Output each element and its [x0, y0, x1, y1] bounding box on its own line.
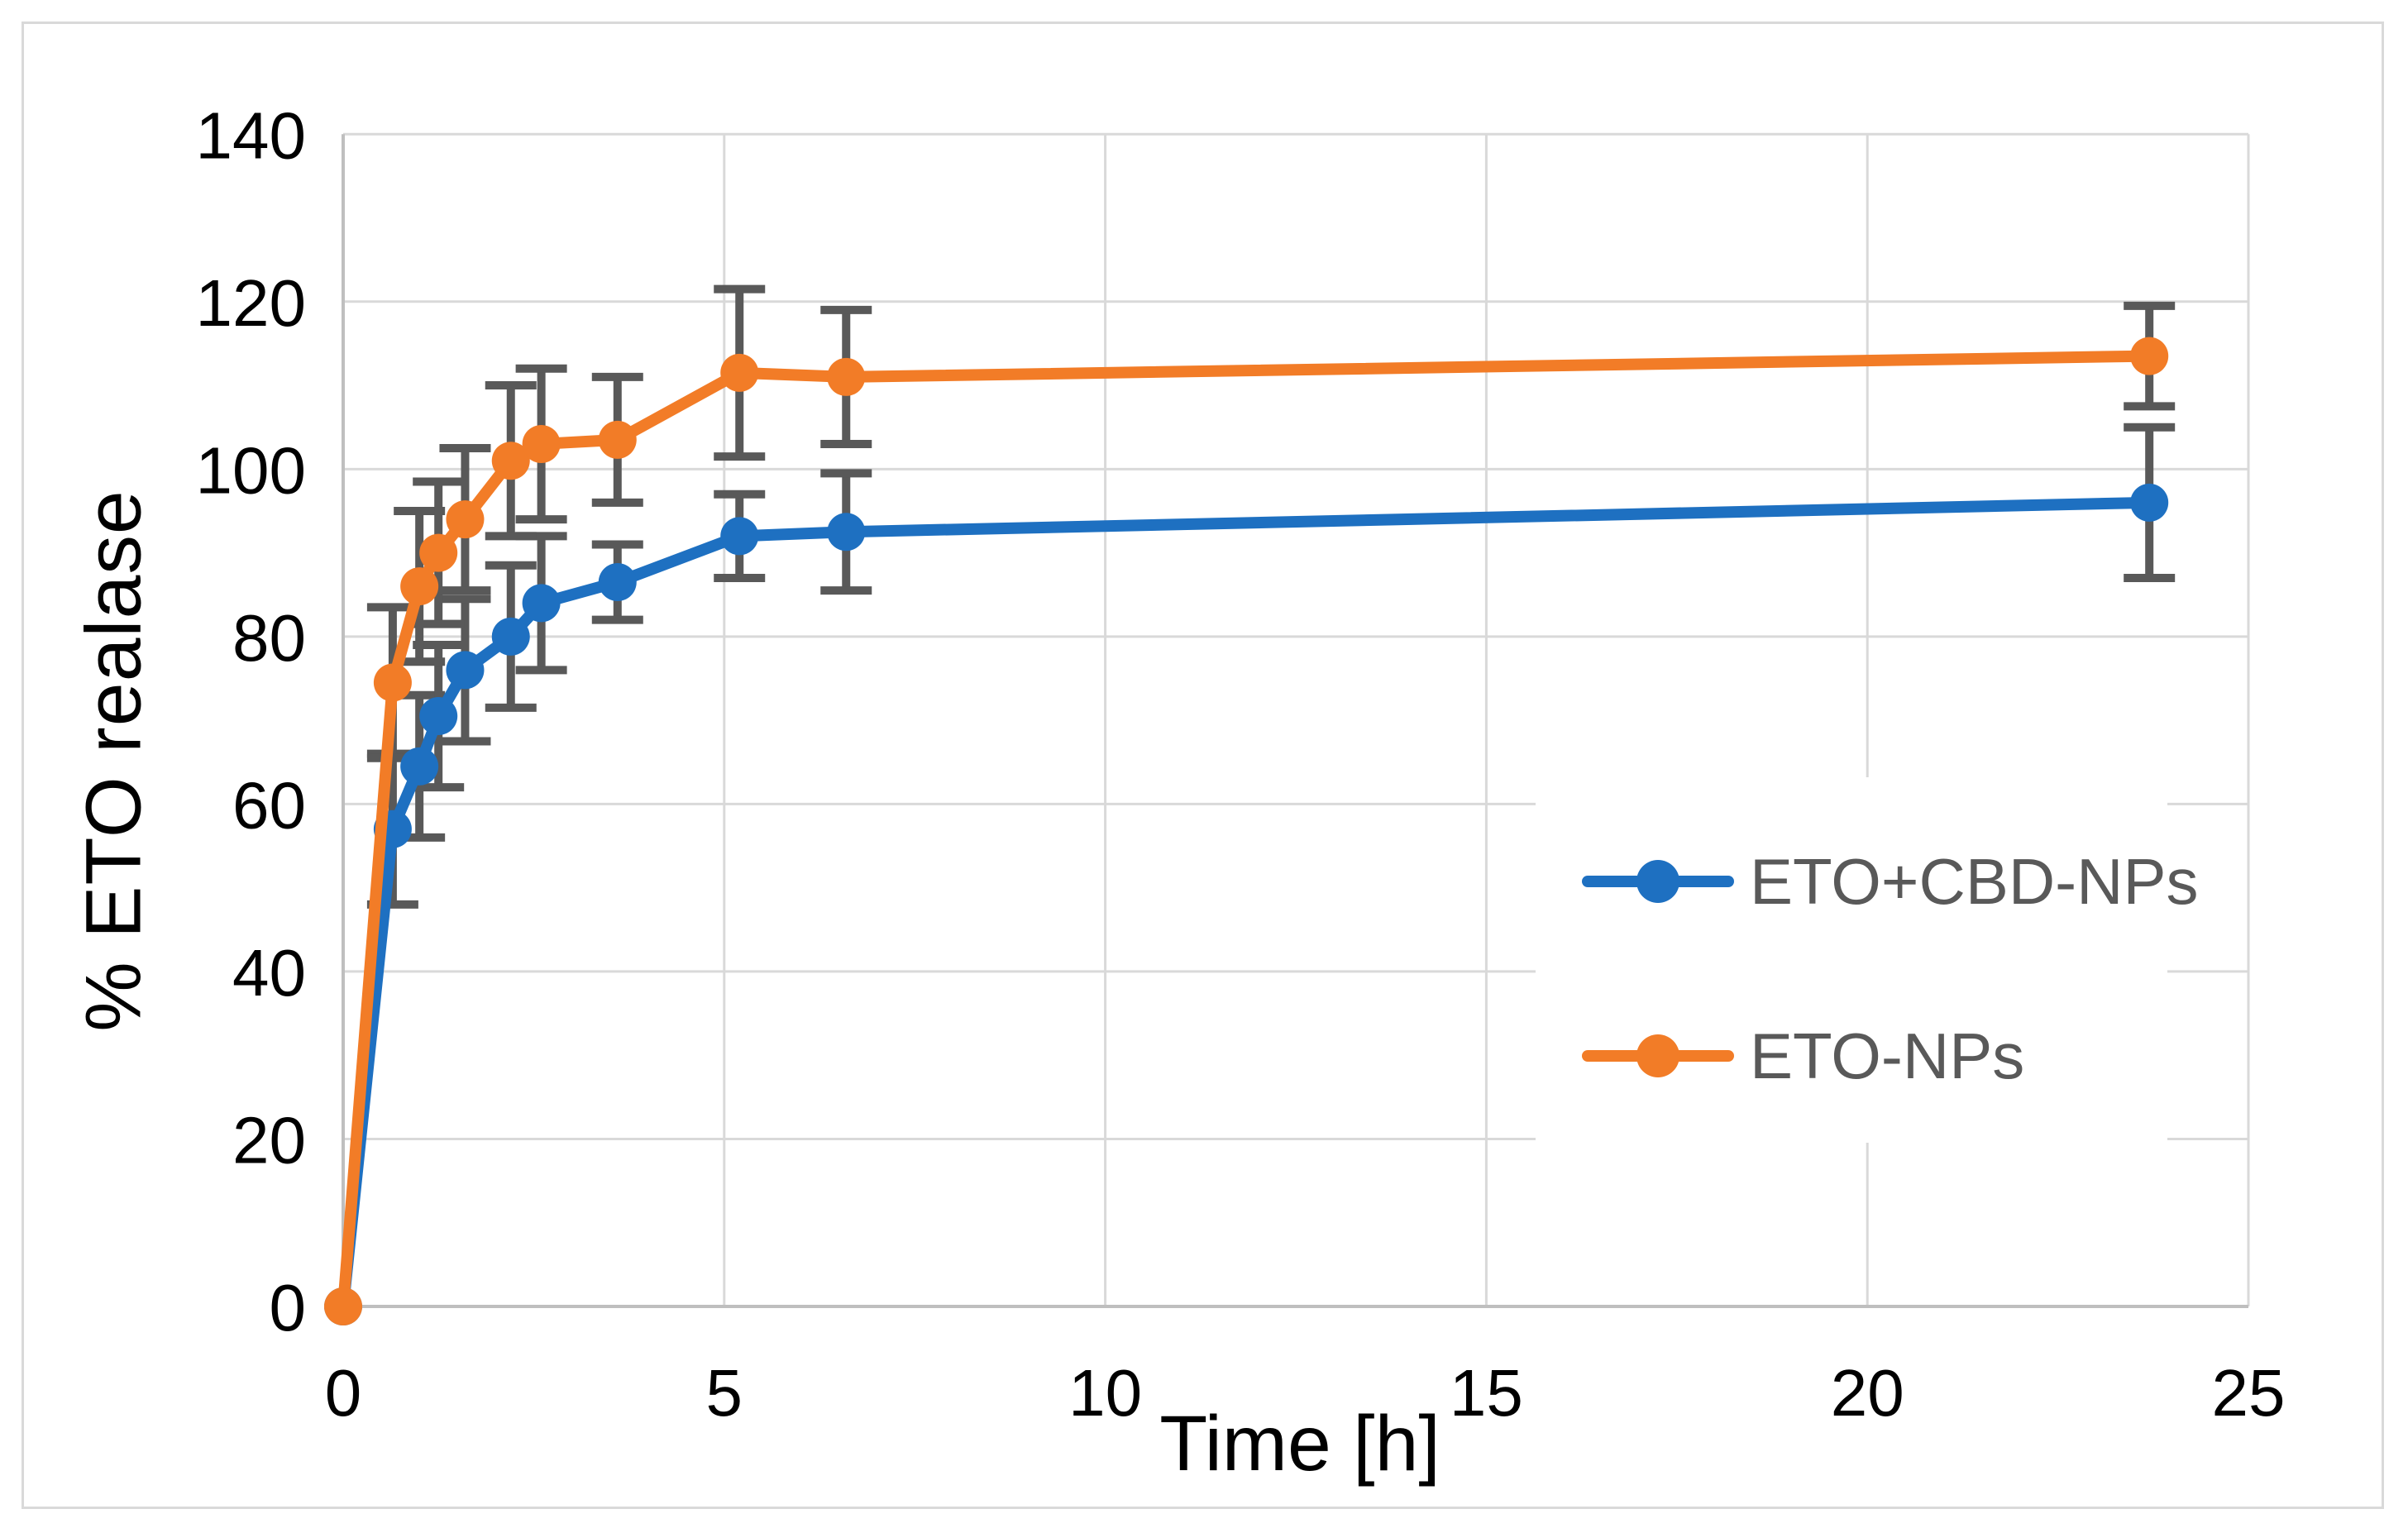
- chart-border: [22, 21, 2384, 1509]
- x-tick-label: 25: [2212, 1356, 2286, 1430]
- y-tick-label: 140: [196, 98, 306, 172]
- x-tick-label: 5: [706, 1356, 743, 1430]
- legend: ETO+CBD-NPs ETO-NPs: [1536, 777, 2199, 1143]
- data-point-marker: [720, 517, 759, 556]
- y-tick-label: 60: [232, 768, 306, 842]
- data-point-marker: [400, 567, 439, 606]
- data-point-marker: [324, 1287, 362, 1325]
- data-point-marker: [400, 747, 439, 786]
- x-tick-label: 15: [1450, 1356, 1523, 1430]
- data-point-marker: [827, 357, 866, 396]
- data-point-marker: [598, 420, 637, 459]
- legend-item-eto-cbd-nps: ETO+CBD-NPs: [1582, 844, 2199, 919]
- y-tick-label: 120: [196, 266, 306, 340]
- y-tick-label: 100: [196, 433, 306, 507]
- legend-marker-icon: [1636, 860, 1679, 903]
- y-tick-label: 0: [270, 1271, 307, 1344]
- data-point-marker: [446, 500, 485, 539]
- data-point-marker: [446, 651, 485, 690]
- data-point-marker: [373, 663, 412, 702]
- data-point-marker: [2130, 337, 2169, 375]
- x-tick-label: 0: [325, 1356, 362, 1430]
- legend-swatch-eto-nps: [1582, 1019, 1734, 1093]
- legend-swatch-eto-cbd-nps: [1582, 844, 1734, 919]
- data-point-marker: [720, 353, 759, 392]
- legend-label: ETO+CBD-NPs: [1750, 844, 2199, 918]
- x-axis-title: Time [h]: [1159, 1400, 1440, 1488]
- legend-marker-icon: [1636, 1034, 1679, 1077]
- x-tick-label: 10: [1068, 1356, 1142, 1430]
- data-point-marker: [491, 442, 530, 480]
- data-point-marker: [522, 584, 561, 623]
- data-point-marker: [2130, 483, 2169, 522]
- data-point-marker: [522, 424, 561, 463]
- legend-label: ETO-NPs: [1750, 1019, 2025, 1092]
- x-tick-label: 20: [1831, 1356, 1904, 1430]
- data-point-marker: [827, 513, 866, 552]
- y-tick-label: 40: [232, 936, 306, 1010]
- data-point-marker: [419, 533, 458, 572]
- y-axis-title: % ETO realase: [69, 490, 158, 1032]
- y-tick-label: 80: [232, 601, 306, 675]
- legend-item-eto-nps: ETO-NPs: [1582, 1019, 2024, 1093]
- data-point-marker: [491, 617, 530, 656]
- data-point-marker: [419, 697, 458, 736]
- y-tick-label: 20: [232, 1103, 306, 1177]
- data-point-marker: [598, 563, 637, 602]
